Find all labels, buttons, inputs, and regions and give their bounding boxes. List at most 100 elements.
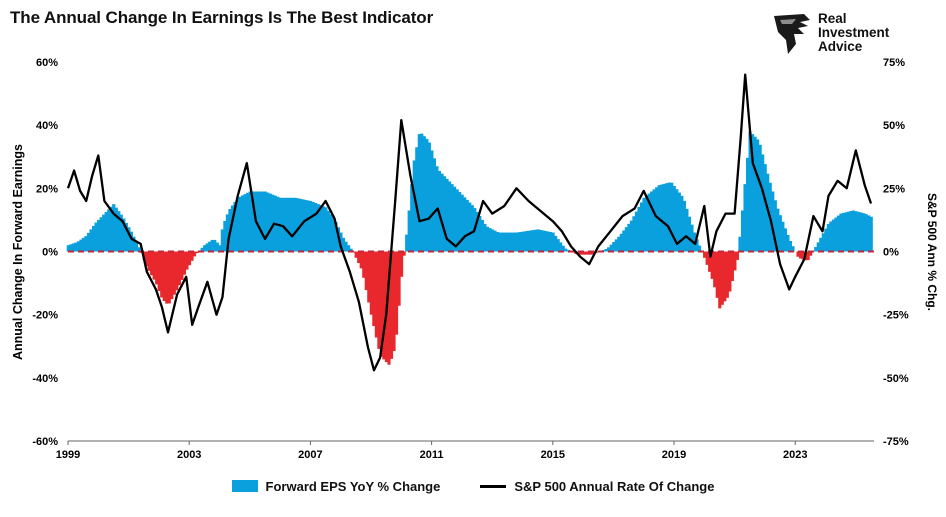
eps-bar (819, 237, 823, 252)
eps-bar (286, 197, 290, 252)
eps-bar (549, 232, 553, 252)
eps-bar (107, 209, 111, 252)
eps-bar (604, 248, 608, 252)
eps-bar (468, 202, 472, 252)
left-tick-label: 40% (36, 120, 58, 132)
eps-bar (799, 251, 803, 259)
eps-bar (311, 202, 315, 252)
eps-bar (826, 223, 830, 252)
eps-bar (382, 251, 386, 360)
eps-bar (203, 245, 207, 252)
eps-bar (839, 213, 843, 252)
eps-bar (533, 229, 537, 252)
eps-bar (713, 251, 717, 288)
eps-bar (271, 194, 275, 252)
eps-bar (490, 229, 495, 252)
eps-bar (379, 251, 383, 357)
eps-bar (339, 232, 343, 252)
eps-bar (422, 136, 426, 252)
eps-bar (735, 251, 740, 260)
eps-bar (341, 237, 346, 252)
eps-bar (743, 184, 747, 252)
eps-bar (347, 245, 351, 252)
eps-bar (109, 206, 113, 252)
eps-bar (208, 241, 212, 252)
eps-bar (682, 200, 686, 252)
left-tick-label: 0% (42, 247, 58, 259)
eps-bar (821, 233, 825, 252)
eps-bar (187, 251, 192, 266)
eps-bar (288, 197, 293, 252)
eps-bar (483, 223, 487, 252)
eps-bar (129, 231, 133, 252)
eps-bar (223, 220, 227, 252)
right-tick-label: 25% (883, 183, 905, 195)
eps-bar (261, 191, 265, 252)
eps-bar (316, 204, 320, 252)
eps-bar (806, 251, 810, 261)
eps-bar (751, 134, 755, 252)
eps-bar (182, 251, 187, 275)
eps-bar (225, 214, 229, 252)
eps-bar (543, 230, 548, 252)
eps-bar (493, 230, 497, 252)
eps-bar (761, 154, 765, 252)
eps-bar (392, 251, 396, 351)
eps-bar (788, 240, 793, 252)
x-tick-label: 2023 (783, 449, 807, 461)
eps-bar (127, 227, 131, 252)
eps-bar (637, 207, 641, 252)
eps-bar (632, 216, 636, 252)
eps-bar (589, 251, 593, 255)
eps-bar (733, 251, 737, 271)
eps-bar (165, 251, 169, 304)
eps-bar (160, 251, 164, 298)
eps-bar (516, 232, 520, 252)
eps-bar (458, 192, 462, 252)
eps-bar (97, 219, 101, 252)
eps-bar (256, 191, 260, 252)
eps-bar (672, 185, 676, 252)
eps-bar (852, 210, 856, 252)
eps-bar (554, 235, 558, 252)
eps-bar (756, 139, 760, 252)
brand-name: Real Investment Advice (818, 12, 889, 54)
eps-bar (541, 230, 545, 252)
eps-bar (816, 242, 820, 252)
eagle-head-icon (774, 14, 810, 54)
eps-bar (586, 251, 591, 255)
eps-bar (498, 232, 502, 252)
left-tick-label: 20% (36, 183, 58, 195)
eps-bar (460, 194, 464, 252)
eps-bar (69, 244, 73, 252)
right-axis-ticks: 75% 50% 25% 0% -25% -50% -75% (883, 57, 909, 448)
left-tick-label: -60% (32, 436, 58, 448)
eps-bar (81, 237, 86, 252)
eps-bar (455, 189, 459, 252)
eps-bar (478, 215, 482, 252)
eps-bar (639, 202, 644, 252)
eps-bar (786, 234, 790, 252)
legend-label-eps: Forward EPS YoY % Change (265, 478, 441, 494)
eps-bar (579, 251, 583, 255)
eps-bar (720, 251, 724, 305)
eps-bar (132, 236, 136, 252)
eps-bar (450, 184, 454, 252)
x-tick-label: 2007 (298, 449, 322, 461)
eps-bar (791, 246, 795, 252)
eps-bar (152, 251, 156, 280)
eps-bar (293, 197, 298, 252)
eps-bar (412, 160, 416, 252)
eps-bar (238, 196, 242, 252)
eps-bar (394, 251, 399, 335)
eps-bar (420, 133, 424, 252)
eps-bar (427, 142, 431, 252)
eps-bar (829, 221, 833, 252)
eps-bar (172, 251, 176, 295)
eps-bar (177, 251, 181, 286)
legend-label-sp500: S&P 500 Annual Rate Of Change (514, 478, 715, 494)
eps-bar (824, 228, 828, 252)
eps-bar (831, 219, 835, 252)
eps-bar (430, 150, 434, 252)
